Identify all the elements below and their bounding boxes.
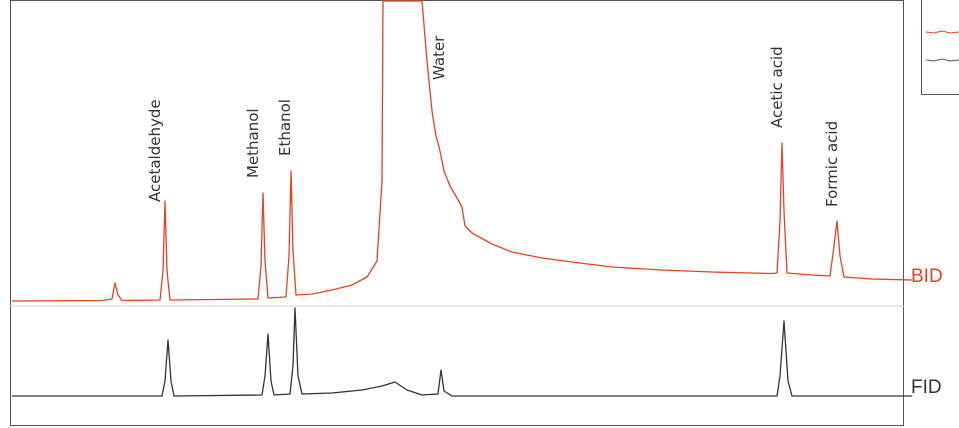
trace-label-bid: BID	[911, 266, 943, 287]
trace-label-fid: FID	[911, 377, 942, 398]
inset-frame	[921, 0, 959, 95]
series-layer	[11, 0, 913, 397]
peak-label-acetic-acid: Acetic acid	[768, 46, 786, 128]
peak-label-ethanol: Ethanol	[276, 99, 294, 156]
plot-frame	[10, 0, 904, 426]
inset-trace-red	[925, 30, 959, 34]
peak-label-acetaldehyde: Acetaldehyde	[146, 99, 164, 202]
series-line-fid	[12, 307, 912, 397]
peak-label-formic-acid: Formic acid	[823, 121, 841, 207]
peak-label-water: Water	[430, 35, 448, 80]
inset-trace-black	[925, 58, 959, 62]
peak-label-methanol: Methanol	[244, 108, 262, 178]
series-line-bid	[11, 0, 913, 302]
